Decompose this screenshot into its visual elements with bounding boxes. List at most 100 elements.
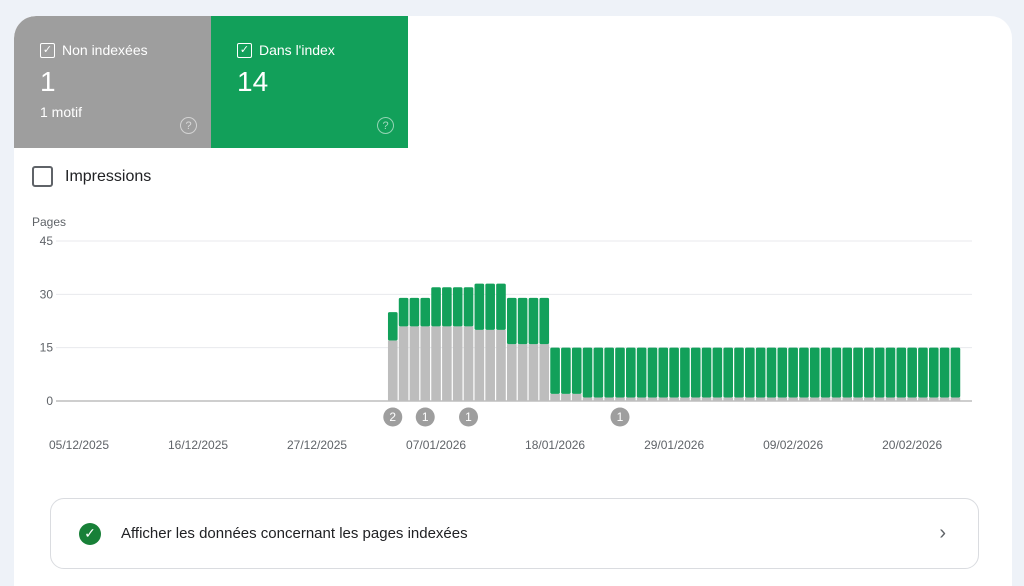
annotation-marker [383, 407, 403, 427]
bar-segment [626, 397, 636, 401]
x-tick-label: 18/01/2026 [525, 438, 585, 452]
bar-segment [604, 397, 614, 401]
bar-segment [680, 347, 690, 398]
bar-segment [636, 347, 647, 398]
bar-segment [712, 397, 723, 401]
x-tick-label: 27/12/2025 [287, 438, 347, 452]
bar-segment [431, 326, 441, 401]
bar-segment [853, 397, 863, 401]
checkbox-checked-icon[interactable]: ✓ [237, 42, 252, 58]
bar-segment [907, 397, 917, 401]
checkbox-unchecked-icon[interactable] [32, 166, 53, 187]
bar-segment [928, 347, 939, 398]
bar-segment [528, 297, 539, 345]
annotation-label: 2 [389, 410, 396, 424]
bar-segment [409, 326, 420, 401]
y-tick-label: 15 [40, 341, 54, 355]
bar-segment [647, 347, 658, 398]
bar-segment [820, 347, 831, 398]
bar-segment [506, 297, 517, 345]
bar-segment [409, 297, 420, 327]
bar-segment [582, 397, 593, 401]
bar-segment [831, 397, 842, 401]
bar-segment [474, 329, 485, 401]
bar-segment [809, 397, 820, 401]
bar-segment [387, 340, 398, 401]
annotation-marker [459, 407, 479, 427]
bar-segment [928, 397, 939, 401]
bar-segment [734, 397, 744, 401]
bar-segment [701, 397, 712, 401]
check-circle-icon: ✓ [79, 522, 101, 545]
bar-segment [755, 347, 766, 398]
impressions-toggle[interactable]: Impressions [32, 166, 151, 187]
bar-segment [777, 347, 788, 398]
annotation-label: 1 [617, 410, 624, 424]
bar-segment [874, 347, 885, 398]
bar-segment [864, 347, 874, 398]
bar-segment [745, 347, 755, 398]
bar-segment [842, 397, 853, 401]
bar-segment [950, 397, 961, 401]
bar-segment [517, 344, 528, 401]
help-icon[interactable]: ? [377, 117, 394, 134]
bar-segment [442, 287, 452, 327]
help-icon[interactable]: ? [180, 117, 197, 134]
annotation-label: 1 [465, 410, 472, 424]
tile-value: 14 [237, 66, 269, 97]
link-label: Afficher les données concernant les page… [121, 525, 468, 542]
bar-segment [874, 397, 885, 401]
bar-segment [496, 329, 506, 401]
annotation-marker [415, 407, 435, 427]
bar-segment [647, 397, 658, 401]
bar-segment [561, 393, 571, 401]
tile-label: Non indexées [62, 42, 148, 58]
checkbox-checked-icon[interactable]: ✓ [40, 42, 55, 58]
annotation-marker [610, 407, 630, 427]
tile-not-indexed[interactable]: ✓ Non indexées 1 1 motif ? [14, 16, 211, 148]
bar-segment [485, 329, 495, 401]
bar-segment [842, 347, 853, 398]
x-tick-label: 05/12/2025 [49, 438, 109, 452]
tile-value: 1 [40, 66, 56, 97]
bar-segment [831, 347, 842, 398]
bar-segment [636, 397, 647, 401]
tile-sub: 1 motif [40, 104, 83, 120]
bar-segment [463, 287, 474, 327]
bar-segment [809, 347, 820, 398]
bar-segment [885, 347, 896, 398]
bar-segment [669, 347, 679, 398]
bar-segment [539, 297, 550, 345]
bar-segment [398, 297, 409, 327]
bar-segment [734, 347, 744, 398]
bar-segment [745, 397, 755, 401]
bar-segment [431, 287, 441, 327]
y-tick-label: 45 [40, 234, 54, 248]
bar-segment [690, 397, 701, 401]
bar-segment [593, 347, 604, 398]
bar-segment [593, 397, 604, 401]
chevron-right-icon: › [939, 522, 946, 544]
bar-segment [896, 347, 907, 398]
bar-segment [463, 326, 474, 401]
view-indexed-pages-link[interactable]: ✓ Afficher les données concernant les pa… [50, 498, 979, 569]
tile-indexed[interactable]: ✓ Dans l'index 14 ? [211, 16, 408, 148]
bar-segment [571, 347, 582, 394]
bar-segment [918, 397, 928, 401]
bar-segment [496, 283, 506, 330]
bar-segment [550, 393, 560, 401]
bar-segment [420, 297, 431, 327]
bar-segment [896, 397, 907, 401]
bar-segment [853, 347, 863, 398]
bar-segment [442, 326, 452, 401]
bar-segment [690, 347, 701, 398]
bar-segment [723, 397, 734, 401]
annotation-label: 1 [422, 410, 429, 424]
bar-segment [766, 347, 777, 398]
bar-segment [799, 397, 809, 401]
bar-segment [474, 283, 485, 330]
bar-segment [777, 397, 788, 401]
pages-chart: Pages 0 15 30 45 05/12/2025 16/12/2025 27/12/20… [32, 215, 972, 452]
x-tick-label: 09/02/2026 [763, 438, 823, 452]
bar-segment [528, 344, 539, 401]
